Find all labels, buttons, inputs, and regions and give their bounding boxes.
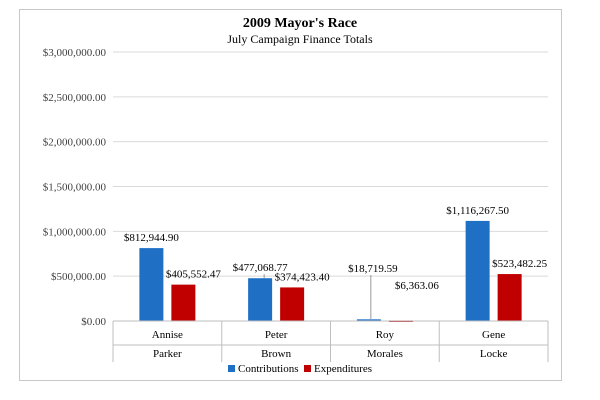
data-labels: $812,944.90 $405,552.47 $477,068.77$374,42…	[124, 205, 548, 319]
data-label-expenditures: $405,552.47	[166, 269, 222, 281]
data-label-expenditures: $374,423.40	[275, 271, 331, 283]
x-tick-label-last: Brown	[261, 348, 291, 360]
data-label-expenditures: $6,363.06	[395, 280, 440, 292]
bar-expenditures	[497, 274, 522, 321]
y-tick-label: $3,000,000.00	[43, 47, 107, 59]
data-label-contributions: $812,944.90	[124, 232, 180, 244]
legend-label-contributions: Contributions	[238, 363, 299, 375]
x-tick-label-first: Gene	[482, 329, 505, 341]
y-tick-label: $1,500,000.00	[43, 182, 107, 194]
data-label-contributions: $1,116,267.50	[446, 205, 509, 217]
y-tick-label: $2,500,000.00	[43, 92, 107, 104]
x-tick-label-first: Peter	[265, 329, 288, 341]
legend-swatch-contributions	[228, 365, 235, 372]
chart-title: 2009 Mayor's Race	[243, 16, 357, 31]
data-label-contributions: $18,719.59	[348, 263, 398, 275]
y-tick-label: $2,000,000.00	[43, 137, 107, 149]
y-tick-label: $1,000,000.00	[43, 226, 107, 238]
bar-contributions	[139, 248, 164, 321]
bar-contributions	[356, 319, 381, 321]
bars	[139, 220, 522, 322]
y-axis: $0.00 $500,000.00 $1,000,000.00 $1,500,000.…	[43, 47, 107, 328]
y-tick-label: $0.00	[81, 316, 106, 328]
bar-contributions	[248, 278, 273, 321]
x-tick-label-last: Locke	[480, 348, 508, 360]
bar-contributions	[465, 220, 490, 321]
bar-expenditures	[171, 284, 196, 321]
chart-subtitle: July Campaign Finance Totals	[227, 32, 373, 46]
x-axis: Annise Parker Peter Brown Roy Morales Gene Lock…	[112, 320, 549, 362]
x-tick-label-first: Annise	[152, 329, 183, 341]
y-tick-label: $500,000.00	[51, 271, 107, 283]
data-label-contributions: $477,068.77	[233, 262, 289, 274]
x-tick-label-last: Morales	[367, 348, 403, 360]
legend: Contributions Expenditures	[228, 363, 372, 375]
data-label-expenditures: $523,482.25	[492, 258, 548, 270]
legend-label-expenditures: Expenditures	[314, 363, 372, 375]
bar-expenditures	[280, 287, 305, 321]
legend-swatch-expenditures	[304, 365, 311, 372]
x-tick-label-last: Parker	[153, 348, 182, 360]
x-tick-label-first: Roy	[376, 329, 395, 341]
